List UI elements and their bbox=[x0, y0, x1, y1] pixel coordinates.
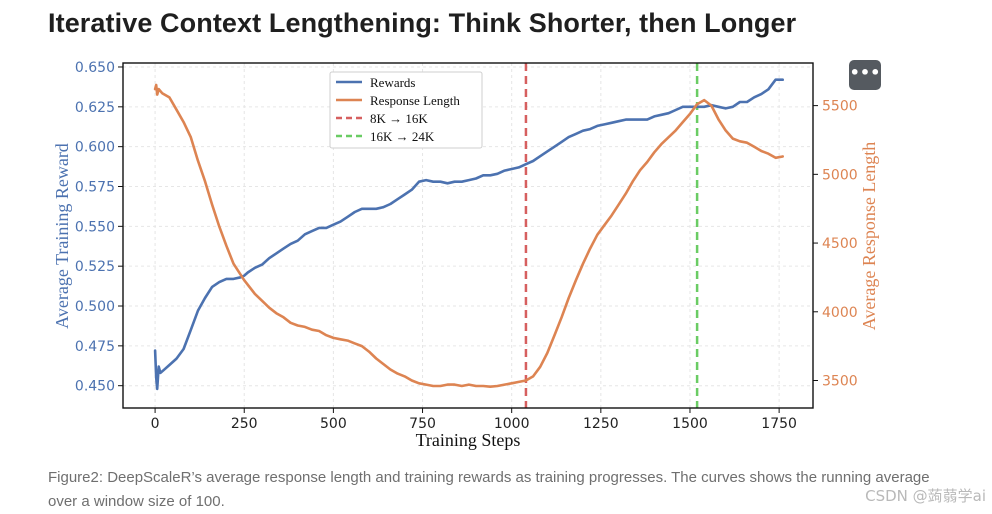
more-options-button[interactable]: ••• bbox=[849, 60, 881, 90]
y-left-tick-label: 0.525 bbox=[75, 259, 115, 275]
legend-label-response-length: Response Length bbox=[370, 93, 460, 108]
y-axis-right-ticks: 3500 4000 4500 5000 5500 bbox=[813, 99, 858, 390]
y-right-tick-label: 5500 bbox=[822, 99, 858, 115]
y-axis-left-ticks: 0.450 0.475 0.500 0.525 0.550 0.575 0.600 0.625… bbox=[75, 60, 123, 395]
x-tick-label: 750 bbox=[409, 416, 436, 432]
y-right-tick-label: 4500 bbox=[822, 236, 858, 252]
legend-label-rewards: Rewards bbox=[370, 75, 416, 90]
y-left-tick-label: 0.500 bbox=[75, 299, 115, 315]
legend-box bbox=[329, 71, 483, 149]
y-left-tick-label: 0.475 bbox=[75, 339, 115, 355]
more-dots-icon: ••• bbox=[849, 63, 881, 82]
page-title: Iterative Context Lengthening: Think Sho… bbox=[48, 8, 797, 38]
x-tick-label: 0 bbox=[151, 416, 160, 432]
legend-label-16k-24k: 16K → 24K bbox=[370, 129, 435, 144]
y-left-tick-label: 0.650 bbox=[75, 60, 115, 76]
y-left-tick-label: 0.625 bbox=[75, 100, 115, 116]
plot-frame bbox=[122, 62, 814, 409]
y-left-tick-label: 0.600 bbox=[75, 140, 115, 156]
y-axis-left-label: Average Training Reward bbox=[52, 143, 72, 329]
x-tick-label: 1500 bbox=[672, 416, 708, 432]
x-axis-ticks: 0 250 500 750 1000 1250 1500 1750 bbox=[151, 408, 797, 432]
x-tick-label: 1250 bbox=[583, 416, 619, 432]
chart-grid bbox=[123, 63, 813, 408]
series-line-response-length bbox=[153, 83, 785, 389]
x-tick-label: 500 bbox=[320, 416, 347, 432]
series-line-rewards bbox=[153, 78, 785, 391]
y-right-tick-label: 3500 bbox=[822, 374, 858, 390]
y-left-tick-label: 0.550 bbox=[75, 219, 115, 235]
y-axis-right-label: Average Response Length bbox=[859, 142, 879, 331]
chart-series bbox=[153, 78, 785, 391]
legend-label-8k-16k: 8K → 16K bbox=[370, 111, 428, 126]
chart: 0.450 0.475 0.500 0.525 0.550 0.575 0.600 0.625… bbox=[52, 60, 879, 450]
y-left-tick-label: 0.450 bbox=[75, 379, 115, 395]
chart-vlines bbox=[524, 63, 699, 408]
figure-caption: Figure2: DeepScaleR’s average response l… bbox=[48, 469, 930, 510]
y-left-tick-label: 0.575 bbox=[75, 179, 115, 195]
x-axis-label: Training Steps bbox=[416, 430, 521, 450]
x-tick-label: 1750 bbox=[761, 416, 797, 432]
legend: Rewards Response Length 8K → 16K 16K → 2… bbox=[329, 71, 483, 149]
y-right-tick-label: 5000 bbox=[822, 167, 858, 183]
y-right-tick-label: 4000 bbox=[822, 305, 858, 321]
x-tick-label: 1000 bbox=[494, 416, 530, 432]
watermark: CSDN @蒟蒻学ai bbox=[865, 487, 986, 505]
x-tick-label: 250 bbox=[231, 416, 258, 432]
